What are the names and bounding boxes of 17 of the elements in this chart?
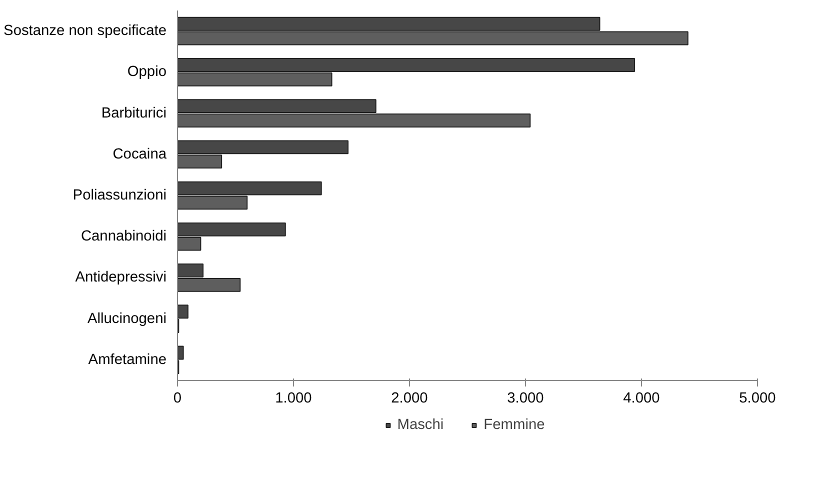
y-tick-label: Antidepressivi xyxy=(75,270,167,286)
y-tick-label: Amfetamine xyxy=(88,352,167,368)
x-tick-label: 3.000 xyxy=(507,390,544,406)
x-tick-label: 4.000 xyxy=(623,390,660,406)
y-tick-label: Cocaina xyxy=(112,146,168,162)
y-tick-label: Oppio xyxy=(127,64,167,80)
legend-label: Maschi xyxy=(397,417,444,433)
x-tick-label: 5.000 xyxy=(739,390,776,406)
y-tick-label: Allucinogeni xyxy=(87,310,167,327)
x-tick-label: 2.000 xyxy=(391,390,428,406)
y-tick-label: Poliassunzioni xyxy=(72,188,167,204)
x-tick-label: 0 xyxy=(173,390,182,406)
x-tick-label: 1.000 xyxy=(275,390,312,406)
y-tick-label: Barbiturici xyxy=(101,105,167,122)
y-tick-label: Cannabinoidi xyxy=(80,228,166,245)
y-tick-label: Sostanze non specificate xyxy=(4,23,167,40)
legend-label: Femmine xyxy=(484,417,545,433)
